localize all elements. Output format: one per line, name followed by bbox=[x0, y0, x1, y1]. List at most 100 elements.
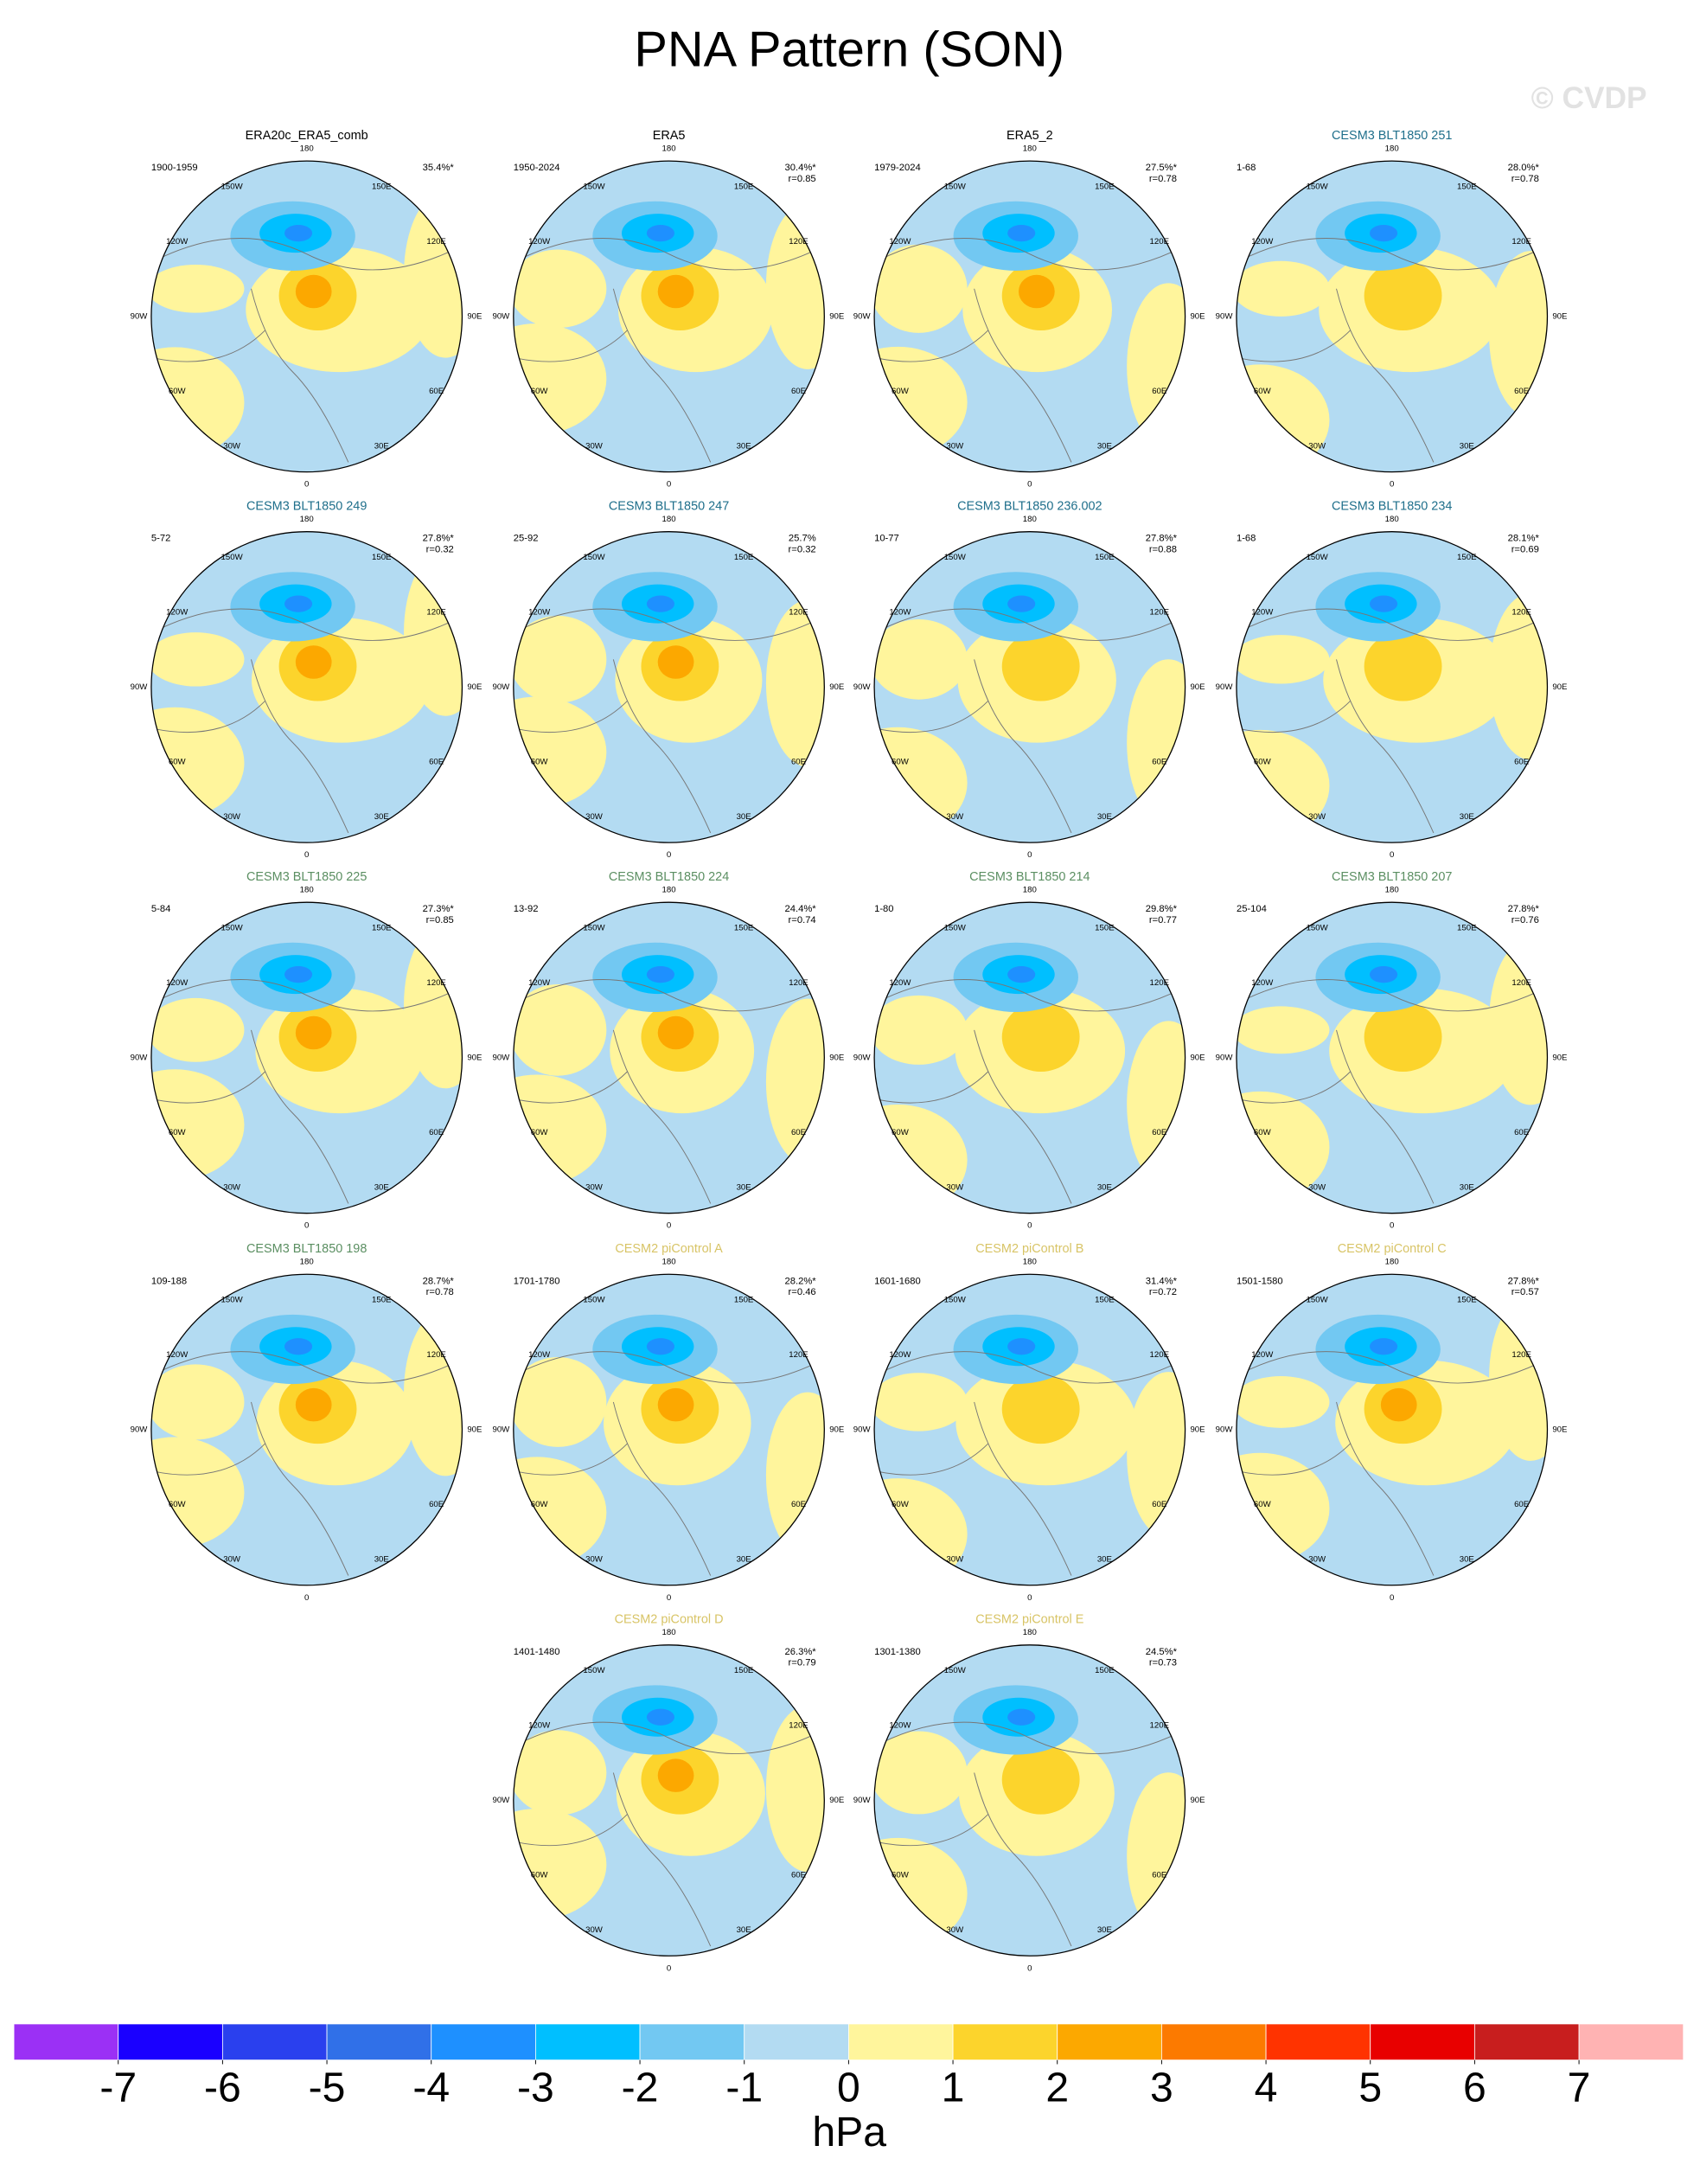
longitude-label: 120W bbox=[166, 978, 189, 988]
map-border bbox=[513, 1273, 825, 1586]
coastline bbox=[251, 659, 349, 834]
map-field bbox=[874, 531, 1186, 843]
longitude-label: 120E bbox=[1511, 978, 1531, 988]
panel-title: CESM3 BLT1850 234 bbox=[1332, 500, 1452, 514]
panel-title: CESM2 piControl E bbox=[975, 1613, 1084, 1627]
map-panel: CESM3 BLT1850 207 25-104 27.8%*r=0.76 180 15… bbox=[1216, 870, 1568, 1231]
longitude-label: 120W bbox=[528, 237, 551, 247]
coastline bbox=[515, 608, 822, 641]
positive-region bbox=[874, 618, 968, 700]
longitude-label: 0 bbox=[304, 1593, 309, 1603]
longitude-label: 90E bbox=[1552, 1053, 1567, 1062]
longitude-label: 120E bbox=[1511, 1350, 1531, 1360]
high-center bbox=[1380, 1387, 1417, 1422]
colorbar: -7 -6 -5 -4 -3 -2 -1 0 1 2 3 4 5 6 7 hPa bbox=[13, 2023, 1684, 2155]
longitude-label: 120W bbox=[1251, 1350, 1274, 1360]
longitude-label: 90E bbox=[1190, 1053, 1205, 1062]
colorbar-tick-label: 3 bbox=[1150, 2065, 1173, 2111]
longitude-label: 90W bbox=[853, 1425, 872, 1435]
longitude-label: 180 bbox=[662, 1628, 676, 1637]
panel-years: 1979-2024 bbox=[874, 163, 921, 173]
longitude-label: 60E bbox=[429, 758, 444, 767]
panel-years: 1950-2024 bbox=[514, 163, 560, 173]
longitude-label: 60E bbox=[1152, 1871, 1166, 1880]
longitude-label: 30E bbox=[1097, 812, 1112, 822]
map-field bbox=[513, 1644, 825, 1957]
map-panel: CESM3 BLT1850 214 1-80 29.8%*r=0.77 180 150E… bbox=[853, 870, 1205, 1231]
map-border bbox=[150, 531, 463, 843]
positive-region bbox=[874, 1731, 968, 1815]
longitude-label: 180 bbox=[1023, 144, 1037, 153]
high-center bbox=[1018, 274, 1055, 309]
panel-correlation: r=0.78 bbox=[1511, 174, 1539, 184]
panel-title: CESM2 piControl A bbox=[615, 1242, 723, 1256]
positive-region bbox=[404, 549, 463, 716]
longitude-label: 90W bbox=[853, 682, 872, 692]
high-center bbox=[295, 1015, 332, 1050]
map-panel: CESM3 BLT1850 224 13-92 24.4%*r=0.74 180 150… bbox=[492, 870, 844, 1231]
positive-region bbox=[1127, 659, 1186, 826]
longitude-label: 120W bbox=[889, 978, 911, 988]
longitude-label: 180 bbox=[1385, 515, 1399, 524]
coastline bbox=[612, 1772, 712, 1947]
longitude-label: 150E bbox=[372, 183, 391, 192]
map-panel: CESM3 BLT1850 251 1-68 28.0%*r=0.78 180 150E… bbox=[1216, 129, 1568, 490]
panel-years: 1301-1380 bbox=[874, 1647, 921, 1657]
map-field bbox=[874, 1644, 1186, 1957]
longitude-label: 60E bbox=[429, 1128, 444, 1137]
map-border bbox=[1236, 531, 1549, 843]
longitude-label: 180 bbox=[662, 144, 676, 153]
longitude-label: 120E bbox=[1150, 978, 1169, 988]
high-center bbox=[657, 1015, 694, 1050]
colorbar-box bbox=[326, 2023, 432, 2061]
positive-region bbox=[765, 1392, 825, 1560]
map-border bbox=[150, 901, 463, 1214]
longitude-label: 150E bbox=[1095, 553, 1114, 562]
map-panel: CESM2 piControl E 1301-1380 24.5%*r=0.73 18… bbox=[853, 1613, 1205, 1974]
coastline bbox=[1238, 1351, 1545, 1384]
longitude-label: 150E bbox=[734, 553, 753, 562]
map-field bbox=[513, 161, 825, 472]
positive-region bbox=[513, 1730, 607, 1816]
longitude-label: 0 bbox=[1027, 1593, 1032, 1603]
longitude-label: 120E bbox=[1511, 607, 1531, 617]
longitude-label: 90E bbox=[467, 682, 482, 692]
high-center bbox=[1364, 631, 1442, 701]
positive-region bbox=[1127, 283, 1186, 450]
coastline bbox=[153, 979, 460, 1012]
coastline bbox=[877, 1071, 989, 1104]
colorbar-tick-label: 7 bbox=[1568, 2065, 1591, 2111]
longitude-label: 90E bbox=[1552, 1425, 1567, 1435]
high-center bbox=[657, 274, 694, 309]
map-field bbox=[1236, 161, 1548, 472]
longitude-label: 60W bbox=[169, 758, 187, 767]
longitude-label: 0 bbox=[304, 850, 309, 860]
positive-region bbox=[874, 1373, 968, 1431]
positive-region bbox=[1236, 1006, 1330, 1054]
longitude-label: 120W bbox=[166, 237, 189, 247]
positive-region bbox=[513, 983, 607, 1076]
longitude-label: 150E bbox=[734, 1666, 753, 1675]
colorbar-label: hPa bbox=[812, 2109, 886, 2155]
high-center bbox=[657, 1387, 694, 1422]
high-center bbox=[295, 1387, 332, 1422]
panel-years: 1501-1580 bbox=[1237, 1276, 1283, 1286]
longitude-label: 60W bbox=[531, 1871, 549, 1880]
longitude-label: 90E bbox=[1190, 1796, 1205, 1805]
panel-variance: 27.3%* bbox=[423, 904, 455, 914]
coastline bbox=[154, 701, 265, 733]
coastline bbox=[1336, 288, 1435, 463]
panel-years: 1-68 bbox=[1237, 534, 1256, 544]
colorbar-tick-label: -6 bbox=[204, 2065, 241, 2111]
panel-variance: 27.8%* bbox=[423, 534, 455, 544]
coastline bbox=[877, 701, 989, 733]
coastline bbox=[612, 288, 712, 463]
panel-years: 5-72 bbox=[151, 534, 170, 544]
panel-title: CESM3 BLT1850 251 bbox=[1332, 129, 1452, 143]
map-border bbox=[1236, 160, 1549, 473]
longitude-label: 60W bbox=[892, 387, 910, 396]
map-border bbox=[873, 1644, 1186, 1957]
coastline bbox=[251, 288, 349, 463]
positive-region bbox=[1236, 729, 1330, 842]
panel-title: CESM3 BLT1850 225 bbox=[246, 870, 367, 884]
